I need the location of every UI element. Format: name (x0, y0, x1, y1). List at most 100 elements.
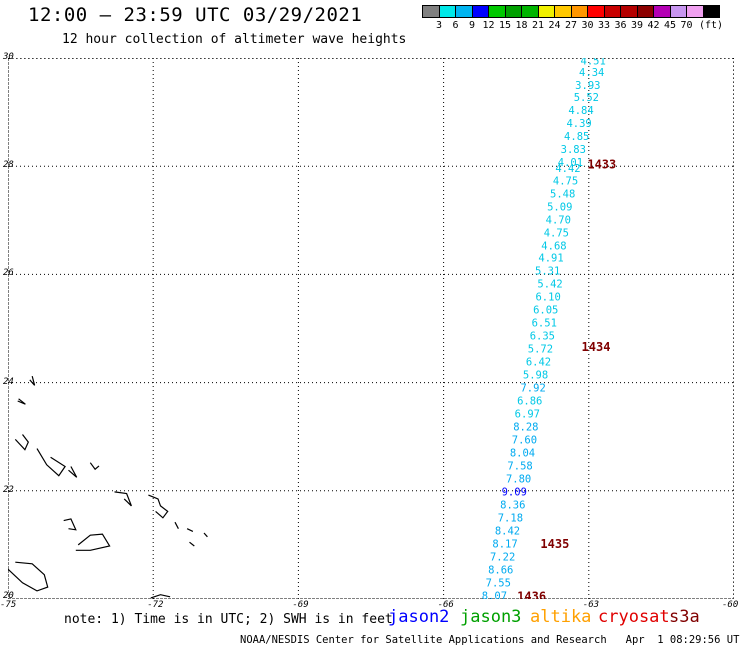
map-title: 12:00 – 23:59 UTC 03/29/2021 (28, 4, 363, 26)
latitude-tick-label: 26 (3, 268, 14, 279)
longitude-tick-label: -63 (582, 600, 600, 610)
colorbar-swatch-4 (488, 5, 506, 18)
latitude-tick-label: 28 (3, 160, 14, 171)
colorbar-label: 70 (680, 20, 693, 31)
wave-height-label: 7.22 (490, 551, 515, 563)
colorbar-swatch-2 (455, 5, 473, 18)
coastline (17, 398, 26, 405)
colorbar-label: 15 (498, 20, 512, 31)
longitude-tick-label: -72 (147, 600, 164, 610)
wave-height-label: 8.66 (488, 564, 513, 576)
colorbar-swatch-10 (587, 5, 605, 18)
coastline (63, 518, 77, 531)
colorbar-label: 27 (564, 20, 578, 31)
legend-cryosat: cryosat (598, 607, 670, 627)
wave-height-label: 8.28 (513, 422, 538, 434)
latitude-tick-label: 30 (3, 52, 14, 62)
colorbar-label: 6 (452, 20, 459, 31)
wave-height-label: 5.72 (528, 344, 553, 356)
wave-height-label: 6.05 (533, 305, 558, 317)
colorbar-label: 12 (482, 20, 495, 31)
coastline (89, 462, 100, 471)
colorbar-swatch-1 (438, 5, 456, 18)
colorbar-label: 30 (581, 20, 594, 31)
map-subtitle: 12 hour collection of altimeter wave hei… (62, 32, 407, 47)
wave-height-label: 4.68 (541, 240, 566, 252)
coastline (75, 533, 111, 551)
wave-height-label: 8.36 (500, 499, 525, 511)
colorbar-swatch-5 (504, 5, 522, 18)
colorbar-label: 33 (597, 20, 611, 31)
colorbar-label: 24 (548, 20, 561, 31)
coastline (203, 532, 208, 538)
wave-height-label: 5.52 (574, 92, 599, 104)
coastline (148, 494, 169, 519)
wave-height-label: 4.85 (564, 131, 589, 143)
wave-height-label: 7.92 (520, 383, 545, 395)
wave-height-label: 8.07 (482, 590, 507, 599)
wave-height-label: 6.86 (517, 396, 542, 408)
colorbar-swatch-11 (603, 5, 621, 18)
altimeter-map: 4.51 4.34 3.93 5.52 4.84 4.39 4.85 3.83 4.01 4.42… (8, 58, 734, 599)
colorbar-label: 42 (647, 20, 660, 31)
colorbar-labels: 3 6 9 12 15 18 21 24 27 30 33 36 39 42 45 70 (ft) (422, 20, 740, 34)
coastline (14, 434, 29, 451)
wave-height-label: 7.58 (507, 460, 532, 472)
wave-height-label: 6.42 (526, 357, 551, 369)
coastline (29, 375, 36, 386)
legend-jason3: jason3 (460, 607, 522, 627)
colorbar-swatch-0 (422, 5, 440, 18)
coastline (150, 594, 171, 599)
longitude-tick-label: -69 (292, 600, 309, 610)
wave-height-label: 4.51 (581, 58, 606, 67)
time-label: 1435 (540, 537, 569, 551)
legend-jason2: jason2 (388, 607, 450, 627)
longitude-tick-label: -66 (437, 600, 454, 610)
colorbar-swatch-15 (669, 5, 687, 18)
wave-height-label: 7.60 (512, 434, 537, 446)
wave-height-label: 4.91 (538, 253, 563, 265)
coastline (189, 541, 195, 547)
footer-credit: NOAA/NESDIS Center for Satellite Applica… (240, 634, 740, 646)
wave-height-label: 4.39 (566, 118, 591, 130)
colorbar-label: (ft) (698, 20, 724, 31)
wave-height-label: 6.97 (515, 409, 540, 421)
wave-height-colorbar (422, 5, 720, 18)
wave-height-label: 5.42 (537, 279, 562, 291)
map-frame (8, 58, 734, 599)
wave-height-label: 7.18 (498, 512, 523, 524)
credit-text: NOAA/NESDIS Center for Satellite Applica… (240, 634, 607, 646)
wave-height-label: 4.84 (568, 105, 593, 117)
colorbar-swatch-17 (702, 5, 720, 18)
latitude-tick-label: 22 (3, 484, 14, 495)
wave-height-label: 4.01 (558, 157, 583, 169)
wave-height-label: 4.42 (555, 163, 580, 175)
coastline (68, 466, 78, 478)
coastline (8, 561, 49, 592)
map-canvas: 4.514.343.935.524.844.394.853.834.014.42… (8, 58, 734, 599)
colorbar-swatch-16 (686, 5, 704, 18)
colorbar-swatch-3 (471, 5, 489, 18)
wave-height-label: 7.80 (506, 473, 531, 485)
wave-height-label: 9.09 (502, 486, 527, 498)
wave-height-label: 6.10 (535, 292, 560, 304)
wave-height-label: 8.42 (495, 525, 520, 537)
longitude-tick-label: -60 (722, 600, 739, 610)
time-label: 1433 (587, 158, 616, 172)
wave-height-label: 8.04 (510, 447, 535, 459)
wave-height-label: 5.09 (547, 201, 572, 213)
colorbar-label: 21 (531, 20, 545, 31)
wave-height-label: 3.83 (561, 144, 586, 156)
legend-altika: altika (530, 607, 592, 627)
colorbar-label: 39 (630, 20, 644, 31)
colorbar-swatch-13 (636, 5, 654, 18)
colorbar-swatch-9 (570, 5, 588, 18)
wave-height-label: 4.75 (553, 175, 578, 187)
colorbar-swatch-14 (653, 5, 671, 18)
wave-height-label: 3.93 (575, 80, 600, 92)
coastline (174, 521, 179, 529)
colorbar-label: 45 (663, 20, 677, 31)
wave-height-label: 5.31 (535, 266, 560, 278)
wave-height-label: 4.70 (546, 214, 571, 226)
footer-timestamp: Apr 1 08:29:56 UTC 2021 (625, 634, 740, 646)
